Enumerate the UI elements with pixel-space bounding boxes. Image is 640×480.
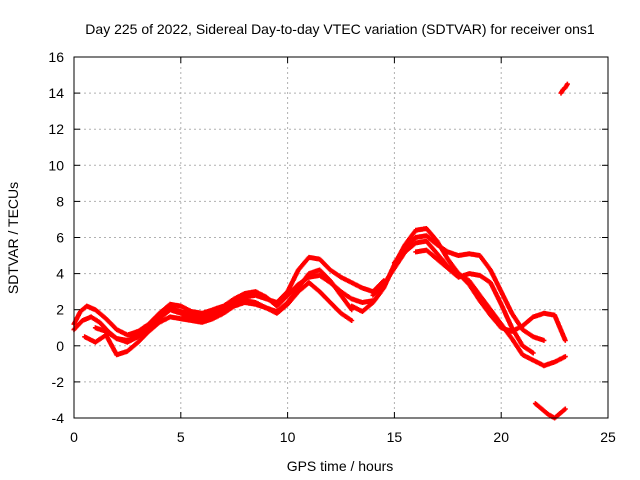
x-tick-label: 15 <box>387 429 403 445</box>
x-tick-labels: 0 5 10 15 20 25 <box>70 429 616 445</box>
x-tick-label: 5 <box>177 429 185 445</box>
y-tick-labels: -4 -2 0 2 4 6 8 10 12 14 16 <box>48 49 64 426</box>
series-tail-high <box>558 81 570 96</box>
y-tick-label: 0 <box>56 338 64 354</box>
series-track-g <box>391 233 547 343</box>
data-point-markers <box>82 267 355 358</box>
y-tick-label: 6 <box>56 230 64 246</box>
y-tick-label: 14 <box>48 85 64 101</box>
y-tick-label: 10 <box>48 157 64 173</box>
x-tick-label: 25 <box>600 429 616 445</box>
data-point-markers <box>558 81 570 96</box>
y-tick-label: 16 <box>48 49 64 65</box>
tick-marks <box>73 56 609 419</box>
x-tick-label: 10 <box>280 429 296 445</box>
data-point-markers <box>532 401 568 421</box>
series-tail-low <box>532 401 568 421</box>
series-track-d <box>92 254 387 345</box>
x-tick-label: 0 <box>70 429 78 445</box>
chart-title: Day 225 of 2022, Sidereal Day-to-day VTE… <box>85 21 595 37</box>
data-point-markers <box>413 247 536 356</box>
x-tick-label: 20 <box>493 429 509 445</box>
series-track-c <box>82 267 355 358</box>
y-tick-label: 4 <box>56 266 64 282</box>
y-tick-label: 8 <box>56 193 64 209</box>
y-tick-label: 2 <box>56 302 64 318</box>
data-point-markers <box>92 254 387 345</box>
y-tick-label: 12 <box>48 121 64 137</box>
series-track-h <box>413 247 536 356</box>
data-points <box>71 81 570 421</box>
y-tick-label: -4 <box>52 410 65 426</box>
data-point-markers <box>391 233 547 343</box>
y-axis-label: SDTVAR / TECUs <box>5 182 21 294</box>
grid-lines <box>74 57 608 418</box>
y-tick-label: -2 <box>52 374 65 390</box>
x-axis-label: GPS time / hours <box>287 458 394 474</box>
